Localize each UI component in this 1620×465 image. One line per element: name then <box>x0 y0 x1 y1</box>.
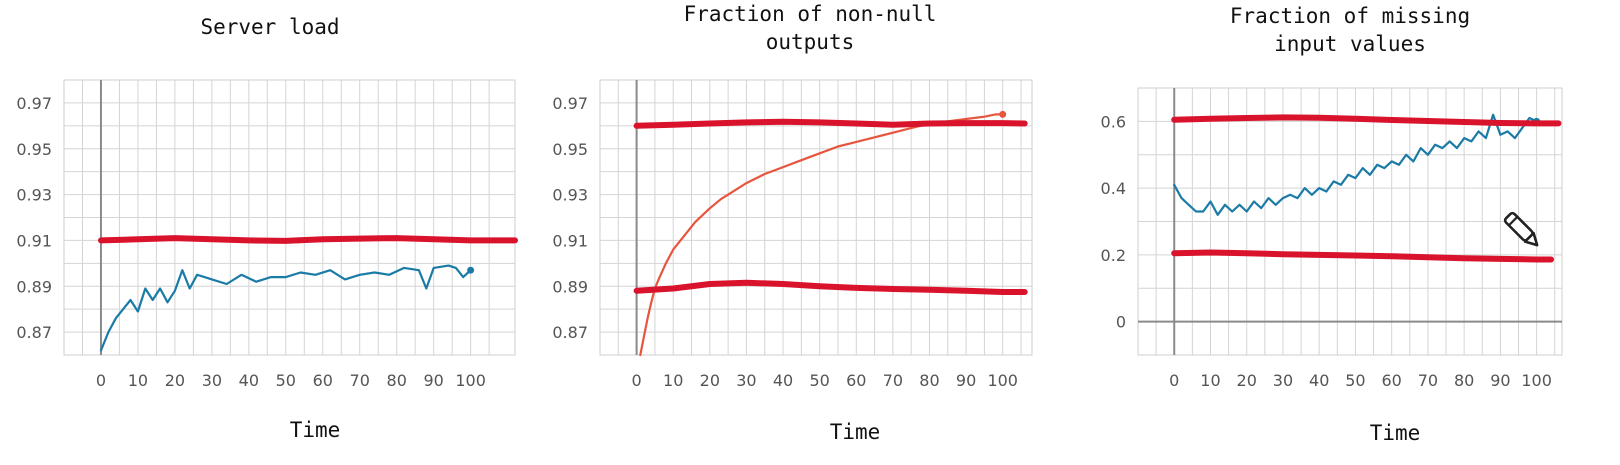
data-series-line <box>639 113 1004 357</box>
y-tick-label: 0.89 <box>552 277 588 296</box>
x-tick-label: 30 <box>1273 371 1293 390</box>
chart-panel-server-load: Server load 0.87 0.89 0.91 0.93 0.95 0.97 0 10 2… <box>0 0 540 465</box>
x-tick-label: 10 <box>1200 371 1220 390</box>
missing-input-values-chart: 0 0.2 0.4 0.6 0 10 20 30 40 50 60 70 80 90 100 <box>1101 87 1563 390</box>
x-tick-label: 80 <box>1454 371 1474 390</box>
x-tick-label: 50 <box>276 371 296 390</box>
x-tick-label: 60 <box>846 371 866 390</box>
plot-frame <box>599 79 1033 356</box>
series-end-point <box>467 266 475 274</box>
y-tick-label: 0.91 <box>16 231 52 250</box>
threshold-line <box>98 235 518 244</box>
chart-title-line: input values <box>1274 32 1426 56</box>
server-load-chart: 0.87 0.89 0.91 0.93 0.95 0.97 0 10 20 30 40 50 60 70 8… <box>16 79 518 390</box>
data-series-line <box>1173 113 1538 216</box>
plot-frame <box>63 79 516 356</box>
x-tick-label: 80 <box>387 371 407 390</box>
x-tick-label: 0 <box>96 371 106 390</box>
x-tick-label: 90 <box>956 371 976 390</box>
x-tick-label: 60 <box>313 371 333 390</box>
x-axis-label: Time <box>829 420 881 444</box>
y-tick-label: 0.91 <box>552 231 588 250</box>
threshold-line <box>1171 114 1562 127</box>
x-tick-label: 0 <box>632 371 642 390</box>
plot-frame <box>1137 87 1563 356</box>
x-tick-label: 100 <box>1521 371 1552 390</box>
x-tick-label: 30 <box>202 371 222 390</box>
y-tick-label: 0.6 <box>1101 112 1126 131</box>
x-tick-label: 40 <box>239 371 259 390</box>
y-tick-label: 0.2 <box>1101 246 1126 265</box>
x-tick-label: 50 <box>809 371 829 390</box>
x-tick-label: 20 <box>165 371 185 390</box>
chart-panel-missing-input-values: Fraction of missing input values 0 0.2 0.4… <box>1080 0 1620 465</box>
y-tick-label: 0.4 <box>1101 179 1126 198</box>
x-tick-label: 100 <box>987 371 1018 390</box>
y-tick-label: 0.93 <box>552 186 588 205</box>
chart-title: Server load <box>0 13 540 41</box>
y-tick-label: 0.95 <box>16 140 52 159</box>
threshold-line <box>633 118 1028 129</box>
x-tick-label: 30 <box>736 371 756 390</box>
threshold-line <box>633 279 1028 295</box>
x-tick-label: 70 <box>883 371 903 390</box>
x-tick-label: 90 <box>1490 371 1510 390</box>
x-tick-label: 0 <box>1169 371 1179 390</box>
x-tick-label: 90 <box>423 371 443 390</box>
y-tick-label: 0.97 <box>16 94 52 113</box>
x-tick-label: 80 <box>919 371 939 390</box>
y-tick-label: 0.97 <box>552 94 588 113</box>
x-tick-label: 50 <box>1345 371 1365 390</box>
pencil-icon <box>1503 211 1539 247</box>
data-series-line <box>99 264 472 352</box>
x-axis-label: Time <box>1369 421 1421 445</box>
chart-title-line: Fraction of missing <box>1229 4 1471 28</box>
y-tick-label: 0.89 <box>16 277 52 296</box>
x-tick-label: 100 <box>455 371 486 390</box>
x-tick-label: 40 <box>773 371 793 390</box>
chart-panel-non-null-outputs: Fraction of non-null outputs 0.87 0.89 0.9… <box>540 0 1080 465</box>
x-tick-label: 70 <box>350 371 370 390</box>
chart-title-line: Fraction of non-null <box>683 2 937 26</box>
y-tick-label: 0.87 <box>552 323 588 342</box>
y-tick-label: 0.87 <box>16 323 52 342</box>
y-tick-label: 0 <box>1116 313 1126 332</box>
chart-title: Fraction of missing input values <box>1080 2 1620 58</box>
chart-title-line: outputs <box>765 30 855 54</box>
threshold-line <box>1171 249 1555 263</box>
x-tick-label: 10 <box>128 371 148 390</box>
x-tick-label: 70 <box>1418 371 1438 390</box>
x-axis-label: Time <box>289 418 341 442</box>
x-tick-label: 20 <box>700 371 720 390</box>
x-tick-label: 40 <box>1309 371 1329 390</box>
x-tick-label: 20 <box>1237 371 1257 390</box>
series-end-point <box>999 110 1007 118</box>
chart-title: Fraction of non-null outputs <box>540 0 1080 56</box>
chart-title-line: Server load <box>200 15 340 39</box>
y-tick-label: 0.95 <box>552 140 588 159</box>
x-tick-label: 60 <box>1381 371 1401 390</box>
y-tick-label: 0.93 <box>16 186 52 205</box>
x-tick-label: 10 <box>663 371 683 390</box>
non-null-outputs-chart: 0.87 0.89 0.91 0.93 0.95 0.97 0 10 20 30 40 50 60 70 8… <box>552 79 1033 390</box>
